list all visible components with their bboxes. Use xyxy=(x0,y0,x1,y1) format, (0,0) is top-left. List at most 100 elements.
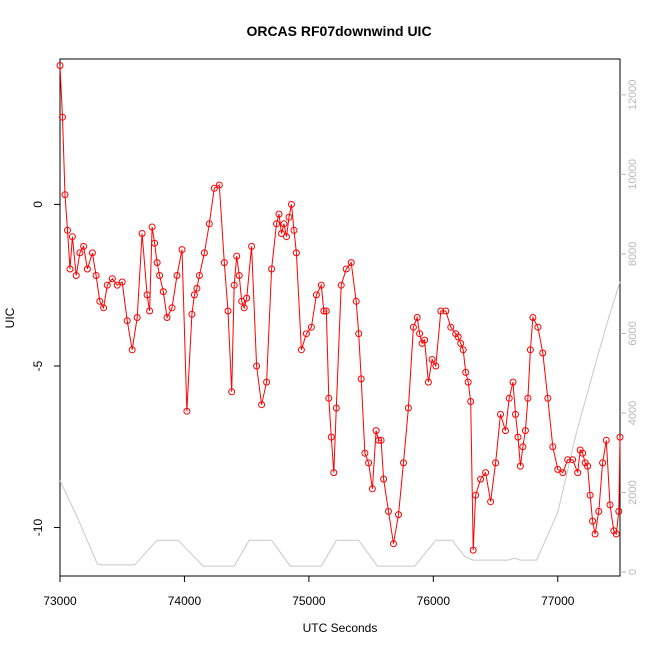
data-point-uic xyxy=(143,291,151,299)
data-point-uic xyxy=(564,456,572,464)
data-point-uic xyxy=(151,239,159,247)
data-point-uic xyxy=(502,427,509,435)
data-point-uic xyxy=(616,433,624,441)
data-point-uic xyxy=(492,459,500,467)
data-point-uic xyxy=(248,242,256,250)
data-point-uic xyxy=(178,246,186,254)
data-point-uic xyxy=(183,407,191,415)
y2-tick-label: 4000 xyxy=(627,401,639,425)
y-tick-label: 0 xyxy=(31,201,45,208)
data-point-uic xyxy=(312,291,320,299)
data-point-uic xyxy=(469,546,477,554)
data-point-uic xyxy=(400,459,407,467)
data-point-uic xyxy=(487,498,495,506)
data-point-uic xyxy=(159,288,167,296)
data-point-uic xyxy=(472,491,480,499)
x-tick-label: 77000 xyxy=(541,594,575,608)
data-point-uic xyxy=(516,462,524,470)
data-point-uic xyxy=(92,272,100,279)
series-layer xyxy=(56,62,624,567)
data-point-uic xyxy=(416,330,424,338)
data-point-uic xyxy=(156,272,164,279)
data-point-uic xyxy=(168,304,176,312)
y2-tick-label: 6000 xyxy=(627,321,639,345)
data-point-uic xyxy=(133,314,141,321)
data-point-uic xyxy=(153,259,161,267)
data-point-uic xyxy=(549,443,557,451)
y2-tick-label: 8000 xyxy=(627,242,639,266)
series-line-uic xyxy=(59,65,621,551)
data-point-uic xyxy=(215,181,223,189)
data-point-uic xyxy=(193,284,201,292)
data-point-uic xyxy=(320,307,328,315)
data-point-uic xyxy=(66,265,74,273)
data-point-uic xyxy=(325,394,333,402)
y2-tick-label: 12000 xyxy=(627,79,639,110)
data-point-uic xyxy=(103,281,111,289)
data-point-uic xyxy=(253,362,261,370)
data-point-uic xyxy=(228,388,236,396)
data-point-uic xyxy=(595,507,603,515)
data-point-uic xyxy=(559,469,567,477)
data-point-uic xyxy=(273,220,280,228)
data-point-uic xyxy=(113,281,121,289)
data-point-uic xyxy=(288,200,295,208)
data-point-uic xyxy=(467,398,475,405)
data-point-uic xyxy=(372,427,380,435)
data-point-uic xyxy=(524,394,532,402)
data-point-uic xyxy=(462,368,470,376)
data-point-uic xyxy=(123,317,131,325)
data-point-uic xyxy=(210,184,218,192)
data-point-uic xyxy=(64,226,71,234)
data-point-uic xyxy=(569,456,577,464)
plot-area-frame xyxy=(59,58,621,577)
data-point-uic xyxy=(285,213,293,221)
data-point-uic xyxy=(482,469,490,477)
data-point-uic xyxy=(280,220,288,228)
data-point-uic xyxy=(497,410,504,418)
data-point-uic xyxy=(128,346,136,354)
data-point-uic xyxy=(428,356,436,363)
data-point-uic xyxy=(586,491,594,499)
data-point-uic xyxy=(108,275,116,283)
data-point-uic xyxy=(602,436,610,444)
data-point-uic xyxy=(240,304,248,312)
data-point-uic xyxy=(368,485,376,493)
data-point-uic xyxy=(283,233,290,241)
data-point-uic xyxy=(235,272,243,279)
x-tick-label: 73000 xyxy=(43,594,77,608)
data-point-uic xyxy=(275,210,283,218)
data-point-uic xyxy=(437,307,445,315)
data-point-uic xyxy=(361,449,369,457)
data-point-uic xyxy=(539,349,547,357)
data-point-uic xyxy=(377,436,385,444)
data-point-uic xyxy=(292,249,300,257)
data-point-uic xyxy=(505,394,513,402)
data-point-uic xyxy=(146,307,154,315)
data-point-uic xyxy=(278,230,285,237)
data-point-uic xyxy=(76,249,84,257)
data-point-uic xyxy=(519,443,527,451)
y2-tick-label: 0 xyxy=(627,569,639,575)
data-point-uic xyxy=(526,346,534,354)
data-point-uic xyxy=(409,323,417,331)
data-point-uic xyxy=(80,242,88,250)
data-point-uic xyxy=(88,249,96,257)
data-point-uic xyxy=(230,281,238,289)
data-point-uic xyxy=(432,362,440,370)
data-point-uic xyxy=(352,297,360,305)
data-point-uic xyxy=(454,333,462,341)
x-tick-label: 76000 xyxy=(417,594,451,608)
data-point-uic xyxy=(233,252,241,260)
data-point-uic xyxy=(200,249,208,257)
data-point-uic xyxy=(457,339,465,347)
data-point-uic xyxy=(238,297,246,305)
data-point-uic xyxy=(395,511,402,519)
y2-tick-label: 10000 xyxy=(627,159,639,190)
data-point-uic xyxy=(224,307,232,315)
data-point-uic xyxy=(509,378,517,386)
data-point-uic xyxy=(521,427,529,435)
data-point-uic xyxy=(243,294,251,302)
y-tick-label: -5 xyxy=(31,360,45,371)
data-point-uic xyxy=(574,469,582,477)
